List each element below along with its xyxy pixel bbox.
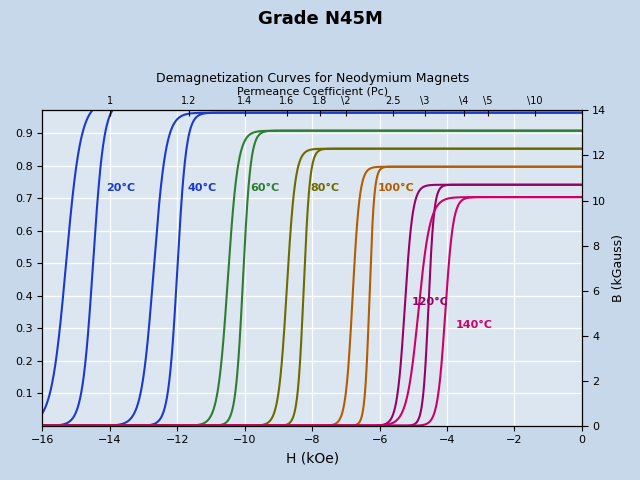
Title: Demagnetization Curves for Neodymium Magnets: Demagnetization Curves for Neodymium Mag… — [156, 72, 469, 85]
Y-axis label: B (kGauss): B (kGauss) — [612, 234, 625, 302]
Text: 20°C: 20°C — [106, 183, 136, 193]
X-axis label: Permeance Coefficient (Pc): Permeance Coefficient (Pc) — [237, 86, 388, 96]
Text: 140°C: 140°C — [456, 320, 492, 330]
Text: Grade N45M: Grade N45M — [257, 10, 383, 28]
X-axis label: H (kOe): H (kOe) — [285, 451, 339, 465]
Text: 80°C: 80°C — [310, 183, 340, 193]
Text: 100°C: 100°C — [378, 183, 415, 193]
Text: 120°C: 120°C — [412, 297, 449, 307]
Text: 60°C: 60°C — [250, 183, 279, 193]
Text: 40°C: 40°C — [188, 183, 217, 193]
